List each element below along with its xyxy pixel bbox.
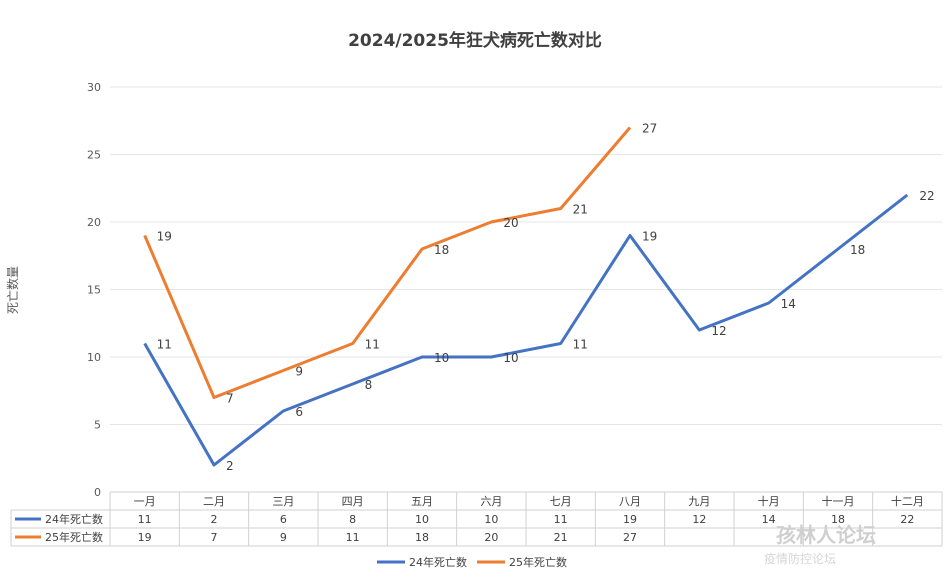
y-tick-labels: 0 5 10 15 20 25 30 (87, 81, 101, 499)
table-cell: 10 (415, 513, 429, 526)
table-cell: 19 (623, 513, 637, 526)
series-line (143, 126, 632, 399)
y-axis-title: 死亡数量 (5, 266, 20, 314)
data-label: 22 (919, 189, 934, 203)
data-label: 8 (365, 378, 373, 392)
table-cell: 14 (762, 513, 776, 526)
data-label: 2 (226, 459, 234, 473)
table-cell: 9 (280, 531, 287, 544)
data-label: 6 (295, 405, 303, 419)
x-tick-label: 八月 (619, 495, 641, 508)
watermark-main: 孩林人论坛 (776, 523, 876, 547)
table-cell: 2 (211, 513, 218, 526)
table-cell: 11 (138, 513, 152, 526)
data-label: 21 (573, 203, 588, 217)
table-series-name: 25年死亡数 (45, 530, 103, 544)
table-cell: 21 (554, 531, 568, 544)
table-cell: 18 (831, 513, 845, 526)
x-tick-label: 十月 (758, 494, 780, 508)
x-tick-label: 一月 (134, 495, 156, 508)
gridlines (110, 86, 942, 425)
data-label: 19 (642, 230, 657, 244)
table-cell: 10 (484, 513, 498, 526)
data-label: 19 (157, 230, 172, 244)
table-cell: 6 (280, 513, 287, 526)
x-tick-label: 十一月 (822, 494, 855, 508)
table-cell: 18 (415, 531, 429, 544)
legend-label: 24年死亡数 (409, 555, 467, 569)
table-cell: 7 (211, 531, 218, 544)
data-label: 27 (642, 122, 657, 136)
y-tick-label: 30 (87, 81, 101, 94)
table-cell: 11 (346, 531, 360, 544)
chart-title: 2024/2025年狂犬病死亡数对比 (348, 30, 602, 51)
y-tick-label: 25 (87, 149, 101, 162)
data-label: 11 (573, 338, 588, 352)
data-label: 18 (434, 243, 449, 257)
x-tick-label: 六月 (480, 495, 502, 508)
table-cell: 8 (349, 513, 356, 526)
y-tick-label: 10 (87, 351, 101, 364)
table-series-name: 24年死亡数 (45, 512, 103, 526)
y-tick-label: 0 (94, 486, 101, 499)
data-table: 一月 二月 三月 四月 五月 六月 七月 八月 九月 十月 十一月 十二月 24年死亡数 11 2 6 8 10 1… (10, 491, 943, 547)
x-tick-label: 九月 (688, 495, 710, 508)
x-tick-label: 十二月 (891, 494, 924, 508)
series-line (143, 193, 909, 467)
data-label: 7 (226, 392, 234, 406)
table-cell: 22 (900, 513, 914, 526)
data-label: 10 (503, 351, 518, 365)
data-label: 11 (157, 338, 172, 352)
x-tick-label: 三月 (272, 495, 294, 508)
x-tick-label: 七月 (550, 495, 572, 508)
legend: 24年死亡数 25年死亡数 (377, 555, 567, 569)
watermark: 孩林人论坛 疫情防控论坛 (764, 523, 876, 566)
data-label: 18 (850, 243, 865, 257)
data-label: 12 (711, 324, 726, 338)
table-cell: 27 (623, 531, 637, 544)
data-label: 10 (434, 351, 449, 365)
x-tick-label: 五月 (411, 495, 433, 508)
data-label: 11 (365, 338, 380, 352)
x-tick-label: 二月 (203, 495, 225, 508)
table-cell: 20 (484, 531, 498, 544)
y-tick-label: 20 (87, 216, 101, 229)
watermark-sub: 疫情防控论坛 (764, 551, 836, 566)
x-tick-label: 四月 (342, 495, 364, 508)
y-tick-label: 15 (87, 284, 101, 297)
legend-label: 25年死亡数 (509, 555, 567, 569)
data-label: 9 (295, 365, 303, 379)
table-cell: 12 (692, 513, 706, 526)
table-cell: 11 (554, 513, 568, 526)
table-cell: 19 (138, 531, 152, 544)
data-labels: 11 2 6 8 10 10 11 19 12 14 18 22 19 7 9 11 18 20 21 27 (157, 122, 935, 474)
y-tick-label: 5 (94, 419, 101, 432)
series-lines (143, 126, 909, 467)
data-label: 20 (503, 216, 518, 230)
data-label: 14 (781, 297, 796, 311)
